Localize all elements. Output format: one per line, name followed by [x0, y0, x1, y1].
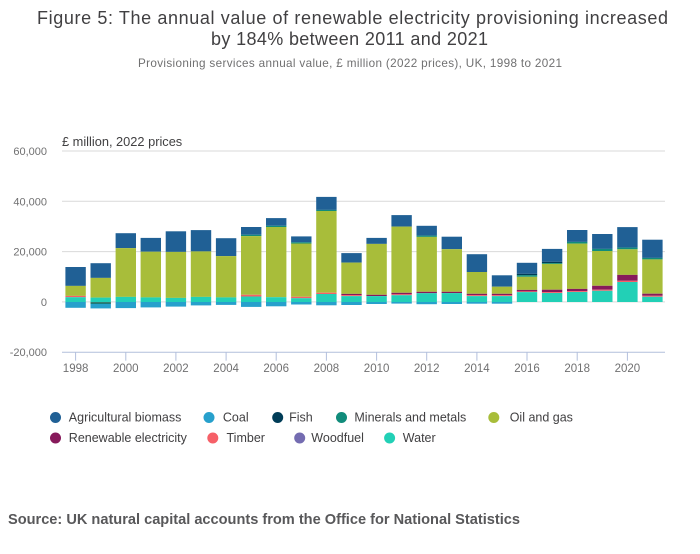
svg-text:Oil and gas: Oil and gas: [510, 411, 573, 425]
svg-text:60,000: 60,000: [13, 146, 47, 158]
svg-text:Source: UK natural capital acc: Source: UK natural capital accounts from…: [8, 512, 520, 528]
svg-text:2018: 2018: [564, 363, 590, 375]
svg-text:Agricultural biomass: Agricultural biomass: [69, 411, 182, 425]
svg-text:Renewable electricity: Renewable electricity: [69, 431, 188, 445]
svg-text:2012: 2012: [414, 363, 440, 375]
svg-text:Timber: Timber: [227, 431, 265, 445]
svg-text:2016: 2016: [514, 363, 540, 375]
svg-text:1998: 1998: [63, 363, 89, 375]
svg-text:by 184% between 2011 and 2021: by 184% between 2011 and 2021: [211, 29, 488, 49]
svg-text:Woodfuel: Woodfuel: [311, 431, 364, 445]
svg-text:20,000: 20,000: [13, 247, 47, 259]
svg-text:2000: 2000: [113, 363, 139, 375]
svg-text:0: 0: [41, 297, 47, 309]
svg-text:Provisioning services annual v: Provisioning services annual value, £ mi…: [138, 57, 562, 70]
svg-text:2010: 2010: [364, 363, 390, 375]
svg-text:2004: 2004: [213, 363, 239, 375]
svg-text:Fish: Fish: [289, 411, 313, 425]
svg-text:Water: Water: [403, 431, 436, 445]
svg-text:2006: 2006: [263, 363, 289, 375]
svg-text:2020: 2020: [615, 363, 641, 375]
svg-text:-20,000: -20,000: [10, 347, 47, 359]
svg-text:2008: 2008: [314, 363, 340, 375]
svg-text:2002: 2002: [163, 363, 189, 375]
svg-text:Figure 5: The annual value of: Figure 5: The annual value of renewable …: [37, 8, 668, 28]
svg-text:2014: 2014: [464, 363, 490, 375]
svg-text:40,000: 40,000: [13, 196, 47, 208]
svg-text:£ million, 2022 prices: £ million, 2022 prices: [62, 134, 182, 149]
svg-text:Minerals and metals: Minerals and metals: [354, 411, 466, 425]
svg-text:Coal: Coal: [223, 411, 249, 425]
